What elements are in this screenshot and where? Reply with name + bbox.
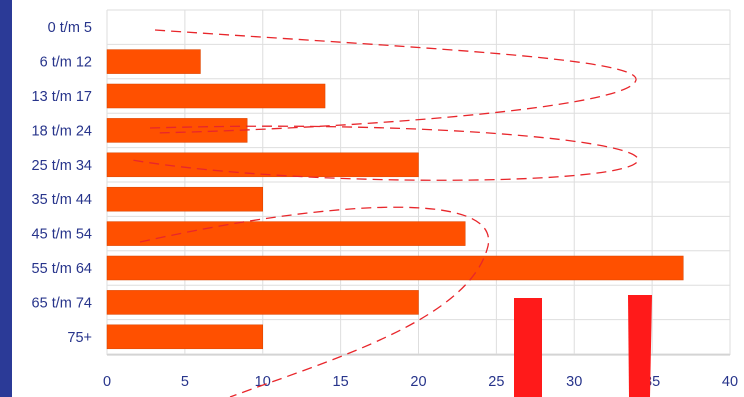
category-label: 0 t/m 5 <box>48 20 92 36</box>
gridlines <box>106 9 731 356</box>
bar <box>106 186 263 212</box>
category-label: 65 t/m 74 <box>32 295 92 311</box>
x-tick-label: 20 <box>410 374 426 390</box>
category-label: 25 t/m 34 <box>32 158 92 174</box>
category-label: 45 t/m 54 <box>32 227 92 243</box>
category-label: 6 t/m 12 <box>40 55 92 71</box>
x-tick-label: 25 <box>488 374 504 390</box>
x-tick-label: 30 <box>566 374 582 390</box>
bar <box>106 255 684 281</box>
dashed-annotation-curve-middle <box>131 125 639 181</box>
hand-drawn-annotations <box>131 29 652 397</box>
category-label: 55 t/m 64 <box>32 261 92 277</box>
bars <box>106 49 684 350</box>
category-label: 75+ <box>67 330 92 346</box>
bar <box>106 49 201 74</box>
x-tick-label: 5 <box>181 374 189 390</box>
category-labels: 0 t/m 5 6 t/m 12 13 t/m 17 18 t/m 24 25 t/m … <box>32 20 92 346</box>
x-tick-label: 15 <box>333 374 349 390</box>
bar <box>106 290 419 315</box>
category-label: 18 t/m 24 <box>32 123 92 139</box>
category-label: 13 t/m 17 <box>32 89 92 105</box>
x-tick-label: 10 <box>255 374 271 390</box>
dashed-annotation-curve-upper <box>154 29 637 134</box>
bar <box>106 221 466 246</box>
bar <box>106 324 263 350</box>
red-annotation-block-left <box>514 298 542 397</box>
bar <box>106 83 326 109</box>
x-tick-label: 0 <box>103 374 111 390</box>
bar <box>106 152 419 178</box>
x-tick-label: 40 <box>722 374 738 390</box>
category-label: 35 t/m 44 <box>32 192 92 208</box>
dashed-annotation-curve-lower <box>139 206 490 397</box>
red-annotation-block-right <box>628 295 652 397</box>
